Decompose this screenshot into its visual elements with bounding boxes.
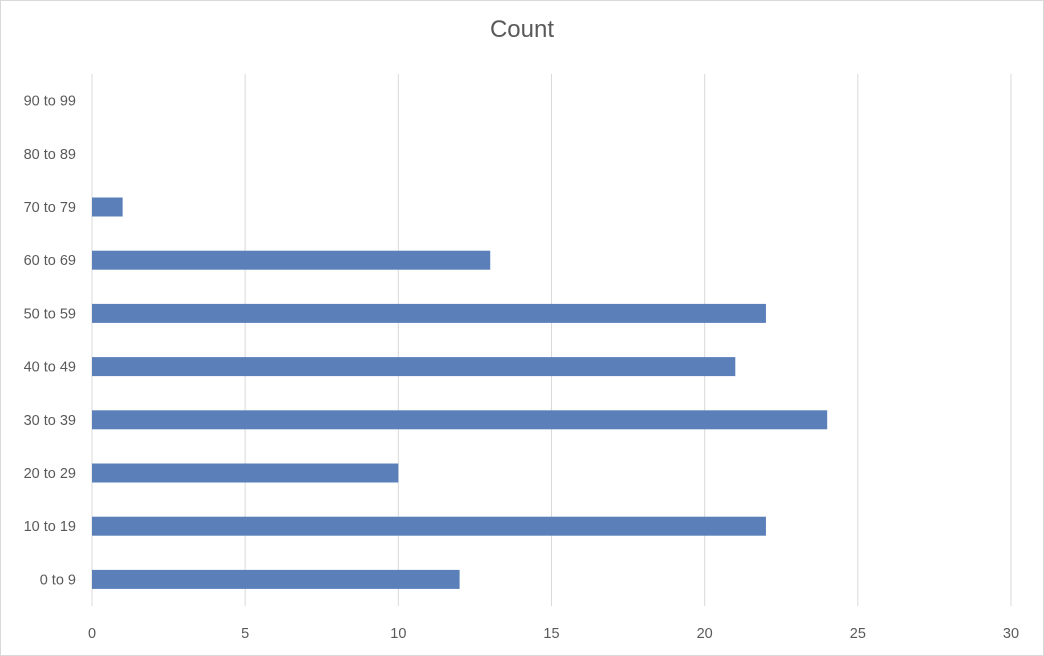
bar-10-to-19 [92, 516, 766, 536]
bar-40-to-49 [92, 357, 736, 377]
y-tick-label: 90 to 99 [24, 94, 76, 110]
y-tick-label: 0 to 9 [40, 572, 76, 588]
x-tick-label: 10 [390, 626, 406, 642]
x-tick-label: 15 [543, 626, 559, 642]
bar-60-to-69 [92, 250, 491, 270]
bar-70-to-79 [92, 197, 123, 217]
y-tick-label: 50 to 59 [24, 306, 76, 322]
chart-title: Count [489, 16, 555, 43]
y-tick-label: 10 to 19 [24, 519, 76, 535]
x-tick-label: 20 [697, 626, 713, 642]
y-tick-label: 80 to 89 [24, 147, 76, 163]
y-tick-label: 60 to 69 [24, 253, 76, 269]
bars [92, 197, 828, 589]
y-tick-label: 20 to 29 [24, 466, 76, 482]
value-axis: 0 5 10 15 20 25 30 [88, 626, 1019, 642]
bar-20-to-29 [92, 463, 399, 483]
category-axis: 0 to 9 10 to 19 20 to 29 30 to 39 40 to 49 50… [24, 94, 76, 589]
bar-30-to-39 [92, 410, 828, 430]
x-tick-label: 5 [241, 626, 249, 642]
y-tick-label: 70 to 79 [24, 200, 76, 216]
y-tick-label: 40 to 49 [24, 360, 76, 376]
bar-0-to-9 [92, 569, 460, 589]
x-tick-label: 0 [88, 626, 96, 642]
x-tick-label: 30 [1003, 626, 1019, 642]
x-tick-label: 25 [850, 626, 866, 642]
y-tick-label: 30 to 39 [24, 413, 76, 429]
bar-50-to-59 [92, 303, 766, 323]
